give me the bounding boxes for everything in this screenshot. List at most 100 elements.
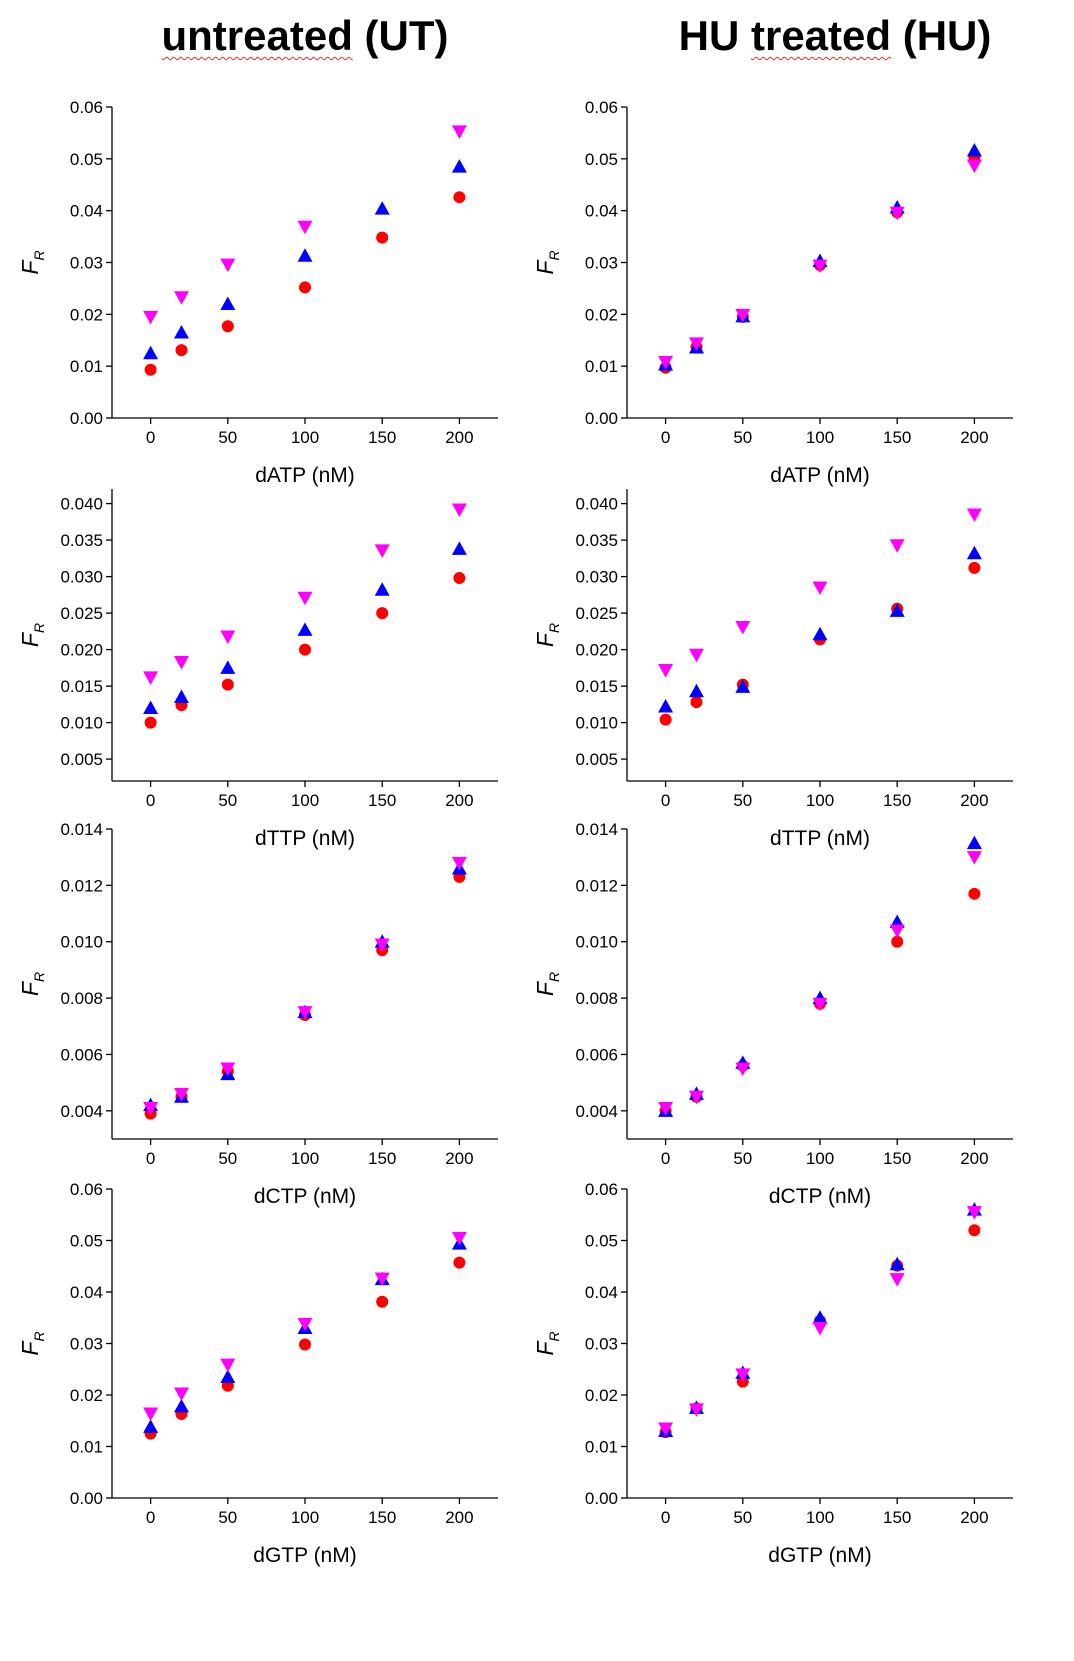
marker-circle xyxy=(299,643,311,656)
y-tick-label: 0.00 xyxy=(70,1489,103,1508)
y-tick-label: 0.035 xyxy=(60,531,103,550)
marker-triangle-down xyxy=(812,1322,828,1336)
y-axis-label: FR xyxy=(17,250,47,274)
panel-ut-dttp: 0.005 0.010 0.015 0.020 0.025 0.030 0.035 0.040… xyxy=(17,489,498,850)
x-tick-label: 200 xyxy=(445,428,473,447)
x-tick-label: 100 xyxy=(806,1149,834,1168)
title-prefix: HU xyxy=(678,12,751,59)
panel-ut-dctp: 0.004 0.006 0.008 0.010 0.012 0.014 0 50 100 150 2… xyxy=(17,820,498,1208)
y-tick-label: 0.025 xyxy=(60,604,103,623)
x-axis-label: dATP (nM) xyxy=(770,464,870,487)
marker-triangle-down xyxy=(220,1358,236,1373)
marker-triangle-down xyxy=(220,1062,236,1077)
marker-triangle-up xyxy=(173,689,189,704)
x-tick-label: 0 xyxy=(661,791,670,810)
marker-triangle-down xyxy=(658,356,674,370)
marker-triangle-up xyxy=(297,622,313,636)
x-tick-label: 50 xyxy=(218,791,237,810)
y-tick-label: 0.008 xyxy=(575,989,618,1008)
x-tick-label: 150 xyxy=(368,791,396,810)
x-tick-label: 200 xyxy=(960,1149,988,1168)
x-tick-label: 0 xyxy=(661,1149,670,1168)
x-tick-label: 50 xyxy=(733,428,752,447)
x-tick-label: 0 xyxy=(661,428,670,447)
marker-triangle-down xyxy=(735,620,751,635)
marker-triangle-down xyxy=(966,851,982,865)
column-title-untreated: untreated (UT) xyxy=(115,8,495,64)
x-tick-label: 100 xyxy=(806,428,834,447)
marker-triangle-down xyxy=(735,1062,751,1077)
marker-triangle-down xyxy=(688,1090,704,1105)
y-tick-label: 0.010 xyxy=(575,714,618,733)
marker-triangle-up xyxy=(143,1419,159,1433)
marker-circle xyxy=(453,572,466,585)
y-tick-label: 0.020 xyxy=(60,641,103,660)
y-axis-label: FR xyxy=(532,972,562,996)
marker-triangle-up xyxy=(735,679,751,693)
x-tick-label: 150 xyxy=(883,791,911,810)
marker-triangle-down xyxy=(966,159,982,174)
y-tick-label: 0.014 xyxy=(575,820,618,839)
title-underlined-word: untreated xyxy=(161,12,353,59)
marker-triangle-up xyxy=(374,201,390,215)
x-tick-label: 0 xyxy=(146,791,155,810)
y-axis-label: FR xyxy=(532,623,562,647)
y-tick-label: 0.02 xyxy=(585,1386,618,1405)
marker-triangle-down xyxy=(451,856,467,871)
marker-triangle-down xyxy=(812,259,828,274)
y-tick-label: 0.05 xyxy=(70,150,103,169)
x-tick-label: 100 xyxy=(806,791,834,810)
x-tick-label: 200 xyxy=(445,1508,473,1527)
y-tick-label: 0.01 xyxy=(585,1438,618,1457)
marker-triangle-up xyxy=(966,545,982,560)
x-tick-label: 0 xyxy=(661,1508,670,1527)
y-tick-label: 0.040 xyxy=(60,495,103,514)
y-tick-label: 0.006 xyxy=(60,1045,103,1064)
marker-triangle-up xyxy=(966,143,982,157)
marker-triangle-up xyxy=(374,582,390,596)
y-tick-label: 0.00 xyxy=(70,409,103,428)
marker-circle xyxy=(376,607,389,620)
y-tick-label: 0.02 xyxy=(70,305,103,324)
marker-triangle-down xyxy=(143,310,159,325)
x-tick-label: 200 xyxy=(960,428,988,447)
marker-circle xyxy=(968,887,981,900)
x-tick-label: 50 xyxy=(218,1149,237,1168)
panel-hu-dctp: 0.004 0.006 0.008 0.010 0.012 0.014 0 50 100 150 2… xyxy=(532,820,1013,1208)
x-tick-label: 200 xyxy=(445,791,473,810)
y-tick-label: 0.010 xyxy=(60,933,103,952)
x-axis-label: dTTP (nM) xyxy=(255,827,355,850)
marker-triangle-down xyxy=(812,581,828,596)
marker-triangle-down xyxy=(220,258,236,273)
marker-triangle-down xyxy=(173,1087,189,1102)
y-tick-label: 0.012 xyxy=(60,876,103,895)
marker-triangle-down xyxy=(658,664,674,678)
marker-triangle-down xyxy=(220,630,236,644)
marker-circle xyxy=(453,191,466,204)
y-tick-label: 0.05 xyxy=(585,1232,618,1251)
x-tick-label: 100 xyxy=(291,1149,319,1168)
x-axis-label: dTTP (nM) xyxy=(770,827,870,850)
panel-hu-datp: 0.00 0.01 0.02 0.03 0.04 0.05 0.06 0 50 100 150 200… xyxy=(532,98,1013,487)
marker-triangle-up xyxy=(297,248,313,262)
y-tick-label: 0.006 xyxy=(575,1045,618,1064)
y-tick-label: 0.004 xyxy=(575,1102,618,1121)
marker-triangle-up xyxy=(143,700,159,714)
title-rest: (HU) xyxy=(891,12,992,59)
marker-circle xyxy=(659,713,672,726)
marker-triangle-up xyxy=(812,626,828,641)
marker-triangle-up xyxy=(143,345,159,360)
x-tick-label: 50 xyxy=(733,1508,752,1527)
marker-triangle-up xyxy=(220,1369,236,1383)
y-tick-label: 0.040 xyxy=(575,495,618,514)
y-tick-label: 0.04 xyxy=(585,202,618,221)
y-tick-label: 0.010 xyxy=(60,714,103,733)
marker-triangle-up xyxy=(220,660,236,674)
marker-triangle-down xyxy=(688,337,704,351)
marker-triangle-down xyxy=(658,1102,674,1116)
x-tick-label: 50 xyxy=(733,1149,752,1168)
x-tick-label: 150 xyxy=(883,1508,911,1527)
x-tick-label: 200 xyxy=(960,1508,988,1527)
marker-circle xyxy=(376,231,389,244)
x-tick-label: 150 xyxy=(368,1508,396,1527)
